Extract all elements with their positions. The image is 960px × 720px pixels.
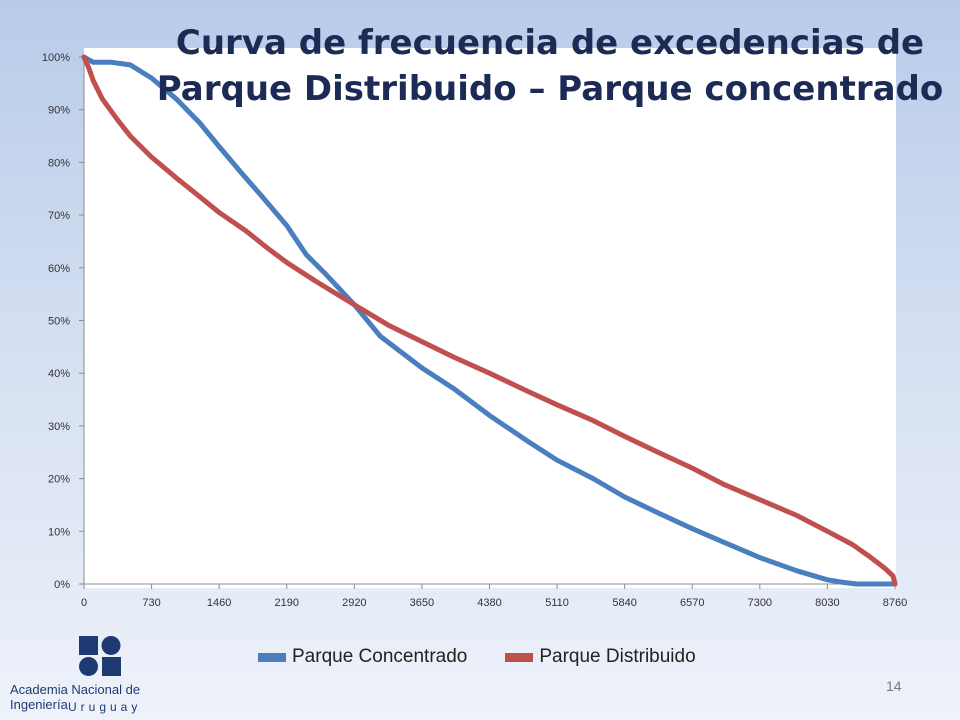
- x-tick-label: 8030: [815, 597, 839, 609]
- x-tick-label: 6570: [680, 597, 704, 609]
- legend-item-parque-distribuido: Parque Distribuido: [505, 646, 696, 668]
- legend-label-parque-distribuido: Parque Distribuido: [539, 646, 696, 667]
- y-tick-label: 90%: [48, 105, 70, 117]
- x-tick-label: 8760: [883, 597, 907, 609]
- y-tick-label: 80%: [48, 157, 70, 169]
- x-tick-label: 5110: [545, 597, 569, 609]
- academy-logo-name: Academia Nacional de Ingeniería: [10, 682, 141, 712]
- y-tick-label: 50%: [48, 316, 70, 328]
- y-tick-label: 70%: [48, 210, 70, 222]
- slide-title: Curva de frecuencia de excedencias de Pa…: [156, 23, 944, 109]
- y-tick-label: 0%: [54, 579, 70, 591]
- y-tick-label: 60%: [48, 263, 70, 275]
- legend-item-parque-concentrado: Parque Concentrado: [258, 646, 467, 668]
- x-tick-label: 4380: [477, 597, 501, 609]
- x-tick-label: 7300: [748, 597, 772, 609]
- academy-logo-mark-icon: [79, 636, 121, 676]
- y-tick-label: 100%: [42, 52, 70, 64]
- y-tick-label: 40%: [48, 368, 70, 380]
- legend-swatch-parque-concentrado: [258, 652, 286, 662]
- legend-swatch-parque-distribuido: [505, 652, 534, 662]
- academy-logo: Academia Nacional de Ingeniería Uruguay: [0, 632, 200, 720]
- x-tick-label: 5840: [612, 597, 636, 609]
- x-tick-label: 730: [142, 597, 160, 609]
- page-number: 14: [886, 678, 902, 694]
- x-tick-label: 0: [81, 597, 87, 609]
- series-line-parque-distribuido: [81, 54, 898, 587]
- x-tick-label: 3650: [410, 597, 434, 609]
- legend-label-parque-concentrado: Parque Concentrado: [292, 646, 468, 667]
- academy-logo-country: Uruguay: [68, 700, 142, 714]
- x-tick-label: 1460: [207, 597, 231, 609]
- y-tick-label: 30%: [48, 421, 70, 433]
- x-tick-label: 2920: [342, 597, 366, 609]
- chart-legend: Parque Concentrado Parque Distribuido: [258, 646, 696, 668]
- x-tick-label: 2190: [275, 597, 299, 609]
- y-tick-label: 10%: [48, 526, 70, 538]
- y-tick-label: 20%: [48, 474, 70, 486]
- series-line-parque-concentrado: [81, 54, 898, 587]
